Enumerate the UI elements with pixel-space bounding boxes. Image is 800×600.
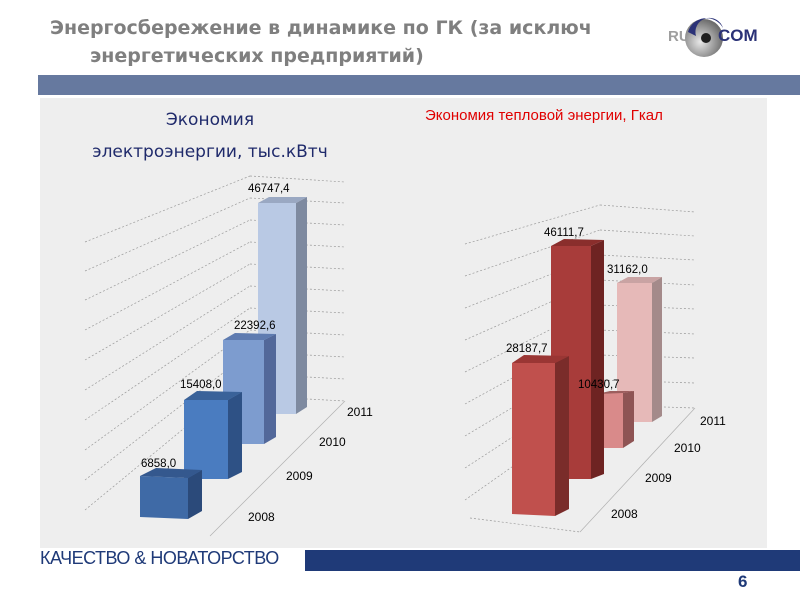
heat-chart-title: Экономия тепловой энергии, Гкал	[425, 107, 663, 124]
electric-label-2011: 46747,4	[248, 183, 290, 195]
heat-label-2011: 31162,0	[607, 264, 648, 276]
logo-globe-icon	[685, 17, 723, 57]
electric-label-2009: 15408,0	[180, 379, 222, 391]
heat-bar-2008[interactable]	[512, 355, 569, 516]
heat-bar-2011[interactable]	[617, 277, 662, 422]
electric-bar-2009[interactable]	[184, 391, 242, 479]
heat-year-2008: 2008	[611, 507, 638, 521]
page-number: 6	[738, 572, 748, 591]
logo-com-text: COM	[718, 26, 758, 45]
electric-chart-title: Экономия электроэнергии, тыс.кВтч	[40, 104, 380, 168]
footer-band	[305, 550, 800, 571]
heat-label-2010: 10430,7	[578, 379, 620, 391]
heat-bar-2010[interactable]	[597, 391, 634, 448]
header-band	[38, 75, 800, 95]
heat-label-2008: 28187,7	[506, 343, 548, 355]
footer-slogan: КАЧЕСТВО & НОВАТОРСТВО	[40, 548, 279, 568]
heat-year-2009: 2009	[645, 471, 672, 485]
logo-ru-text: RU	[668, 28, 690, 45]
heat-year-2011: 2011	[700, 414, 726, 428]
heat-year-2010: 2010	[674, 441, 701, 455]
rucom-logo: RU COM	[668, 14, 768, 58]
electric-year-2011: 2011	[347, 405, 373, 419]
electric-chart	[84, 175, 346, 537]
electric-year-2008: 2008	[248, 510, 275, 524]
electric-title-line1: Экономия	[165, 110, 255, 130]
electric-year-2010: 2010	[319, 435, 346, 449]
electric-year-2009: 2009	[286, 469, 313, 483]
slide-title-line2: энергетических предприятий)	[90, 45, 424, 67]
electric-label-2008: 6858,0	[141, 458, 176, 470]
slide-title-line1: Энергосбережение в динамике по ГК (за ис…	[50, 17, 592, 39]
electric-label-2010: 22392,6	[234, 320, 276, 332]
heat-label-2009: 46111,7	[544, 227, 584, 239]
slide-title: Энергосбережение в динамике по ГК (за ис…	[50, 14, 592, 70]
electric-title-line2: электроэнергии, тыс.кВтч	[92, 142, 328, 162]
electric-bar-2008[interactable]	[140, 468, 202, 519]
